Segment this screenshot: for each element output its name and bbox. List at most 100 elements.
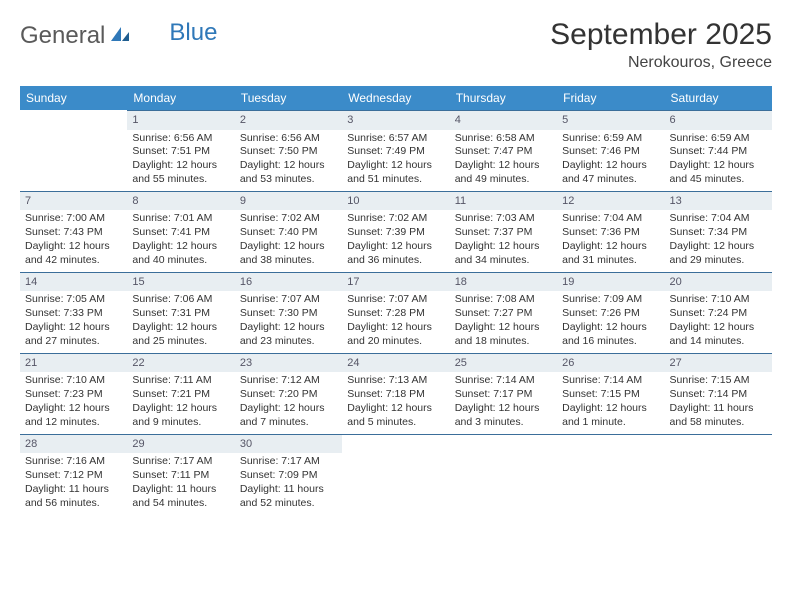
day-cell: 8Sunrise: 7:01 AMSunset: 7:41 PMDaylight… <box>127 191 234 272</box>
day-info-line: Sunset: 7:24 PM <box>670 307 767 321</box>
day-cell: 18Sunrise: 7:08 AMSunset: 7:27 PMDayligh… <box>450 272 557 353</box>
day-info-line: Sunset: 7:43 PM <box>25 226 122 240</box>
day-info-line: and 27 minutes. <box>25 335 122 349</box>
day-info-line: and 3 minutes. <box>455 416 552 430</box>
logo-sail-icon <box>109 22 131 50</box>
location: Nerokouros, Greece <box>550 54 772 72</box>
day-info-line: Sunrise: 7:09 AM <box>562 293 659 307</box>
day-info-line: and 7 minutes. <box>240 416 337 430</box>
day-info-line: and 54 minutes. <box>132 497 229 511</box>
day-info-line: Daylight: 11 hours <box>25 483 122 497</box>
day-info-line: Sunset: 7:33 PM <box>25 307 122 321</box>
day-cell: 13Sunrise: 7:04 AMSunset: 7:34 PMDayligh… <box>665 191 772 272</box>
day-info-line: Sunrise: 6:59 AM <box>670 132 767 146</box>
day-info-line: Sunrise: 6:57 AM <box>347 132 444 146</box>
day-info-line: Sunset: 7:39 PM <box>347 226 444 240</box>
day-info-line: Sunrise: 7:15 AM <box>670 374 767 388</box>
day-info-line: Sunset: 7:21 PM <box>132 388 229 402</box>
day-info-line: and 23 minutes. <box>240 335 337 349</box>
day-info-line: Sunset: 7:15 PM <box>562 388 659 402</box>
day-cell: 5Sunrise: 6:59 AMSunset: 7:46 PMDaylight… <box>557 110 664 191</box>
day-number: 12 <box>557 191 664 211</box>
day-info-line: and 9 minutes. <box>132 416 229 430</box>
calendar-weeks: 1Sunrise: 6:56 AMSunset: 7:51 PMDaylight… <box>20 110 772 515</box>
day-cell: 3Sunrise: 6:57 AMSunset: 7:49 PMDaylight… <box>342 110 449 191</box>
day-info-line: Daylight: 12 hours <box>455 402 552 416</box>
day-info-line: Daylight: 12 hours <box>347 240 444 254</box>
header: General Blue September 2025 Nerokouros, … <box>20 18 772 72</box>
day-number: 4 <box>450 110 557 130</box>
day-number: 10 <box>342 191 449 211</box>
logo: General Blue <box>20 18 217 50</box>
day-number: 28 <box>20 434 127 454</box>
day-info-line: and 20 minutes. <box>347 335 444 349</box>
week-row: 14Sunrise: 7:05 AMSunset: 7:33 PMDayligh… <box>20 272 772 353</box>
day-cell: 1Sunrise: 6:56 AMSunset: 7:51 PMDaylight… <box>127 110 234 191</box>
day-info-line: Sunset: 7:36 PM <box>562 226 659 240</box>
day-number <box>20 110 127 129</box>
day-info-line: Daylight: 12 hours <box>347 159 444 173</box>
day-info-line: Daylight: 12 hours <box>562 321 659 335</box>
day-number <box>557 434 664 454</box>
day-info-line: Sunrise: 7:10 AM <box>25 374 122 388</box>
week-row: 21Sunrise: 7:10 AMSunset: 7:23 PMDayligh… <box>20 353 772 434</box>
day-info-line: Sunrise: 7:14 AM <box>562 374 659 388</box>
day-info-line: Daylight: 11 hours <box>132 483 229 497</box>
day-info-line: and 18 minutes. <box>455 335 552 349</box>
day-number: 27 <box>665 353 772 373</box>
day-info-line: Daylight: 12 hours <box>347 402 444 416</box>
day-number <box>342 434 449 454</box>
day-info-line: Sunset: 7:41 PM <box>132 226 229 240</box>
day-info-line: Daylight: 12 hours <box>25 240 122 254</box>
day-info-line: Sunrise: 6:56 AM <box>240 132 337 146</box>
day-cell <box>557 434 664 515</box>
day-info-line: Sunrise: 7:02 AM <box>347 212 444 226</box>
day-cell: 19Sunrise: 7:09 AMSunset: 7:26 PMDayligh… <box>557 272 664 353</box>
day-info-line: Sunrise: 7:12 AM <box>240 374 337 388</box>
day-info-line: and 51 minutes. <box>347 173 444 187</box>
day-cell: 7Sunrise: 7:00 AMSunset: 7:43 PMDaylight… <box>20 191 127 272</box>
day-number: 8 <box>127 191 234 211</box>
day-number: 2 <box>235 110 342 130</box>
logo-text-2: Blue <box>169 19 217 47</box>
day-info-line: Sunrise: 7:01 AM <box>132 212 229 226</box>
day-info-line: Daylight: 12 hours <box>240 321 337 335</box>
day-number: 22 <box>127 353 234 373</box>
day-info-line: Sunset: 7:34 PM <box>670 226 767 240</box>
day-info-line: and 47 minutes. <box>562 173 659 187</box>
day-header: Tuesday <box>235 86 342 110</box>
day-number: 9 <box>235 191 342 211</box>
day-cell <box>342 434 449 515</box>
day-info-line: Sunrise: 6:56 AM <box>132 132 229 146</box>
day-number: 21 <box>20 353 127 373</box>
day-info-line: Sunset: 7:37 PM <box>455 226 552 240</box>
day-info-line: and 25 minutes. <box>132 335 229 349</box>
week-row: 28Sunrise: 7:16 AMSunset: 7:12 PMDayligh… <box>20 434 772 515</box>
day-info-line: Sunset: 7:30 PM <box>240 307 337 321</box>
day-cell: 12Sunrise: 7:04 AMSunset: 7:36 PMDayligh… <box>557 191 664 272</box>
day-info-line: Sunrise: 7:14 AM <box>455 374 552 388</box>
day-info-line: and 52 minutes. <box>240 497 337 511</box>
day-cell: 17Sunrise: 7:07 AMSunset: 7:28 PMDayligh… <box>342 272 449 353</box>
day-info-line: Daylight: 12 hours <box>25 402 122 416</box>
day-cell: 20Sunrise: 7:10 AMSunset: 7:24 PMDayligh… <box>665 272 772 353</box>
day-header: Monday <box>127 86 234 110</box>
day-number: 11 <box>450 191 557 211</box>
day-info-line: Sunset: 7:09 PM <box>240 469 337 483</box>
day-cell: 28Sunrise: 7:16 AMSunset: 7:12 PMDayligh… <box>20 434 127 515</box>
day-info-line: Sunrise: 7:02 AM <box>240 212 337 226</box>
day-info-line: Sunset: 7:17 PM <box>455 388 552 402</box>
day-number: 13 <box>665 191 772 211</box>
day-number: 20 <box>665 272 772 292</box>
day-info-line: Sunrise: 7:04 AM <box>562 212 659 226</box>
day-info-line: Daylight: 12 hours <box>240 402 337 416</box>
day-info-line: Daylight: 12 hours <box>347 321 444 335</box>
day-info-line: and 29 minutes. <box>670 254 767 268</box>
day-info-line: Sunrise: 7:04 AM <box>670 212 767 226</box>
calendar: SundayMondayTuesdayWednesdayThursdayFrid… <box>20 86 772 515</box>
day-cell <box>665 434 772 515</box>
day-info-line: and 58 minutes. <box>670 416 767 430</box>
day-number: 6 <box>665 110 772 130</box>
day-info-line: Daylight: 12 hours <box>670 159 767 173</box>
day-number: 1 <box>127 110 234 130</box>
